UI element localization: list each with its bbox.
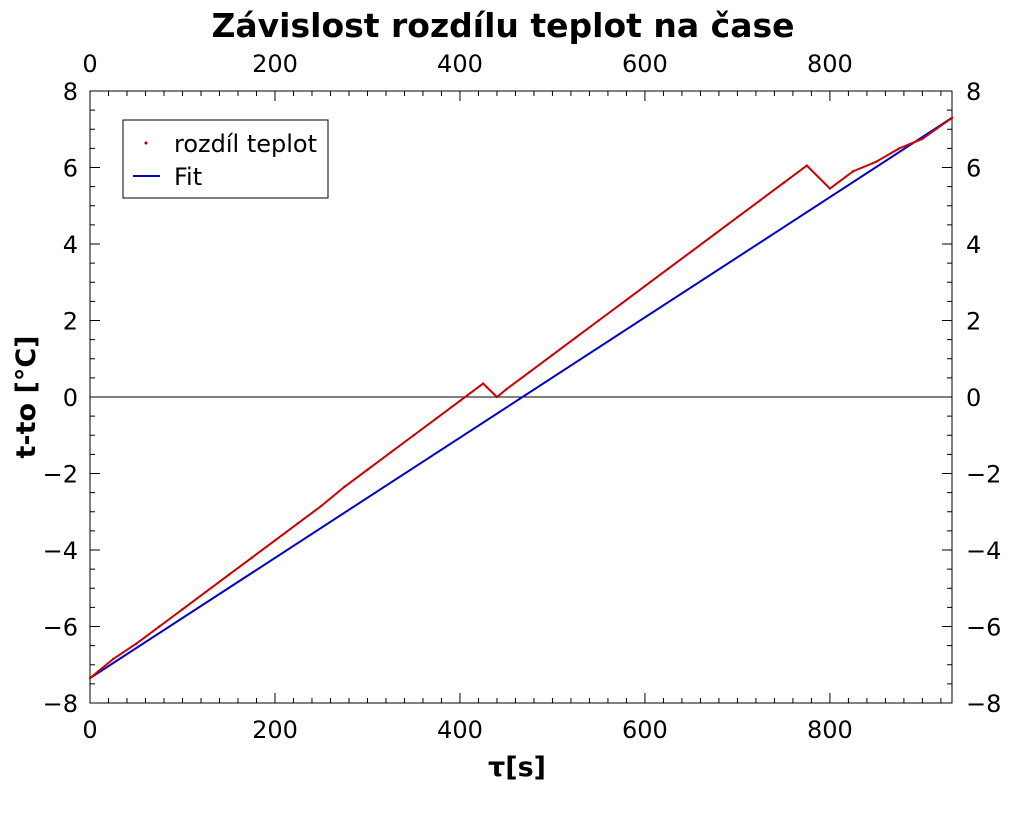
y-tick-label: 6	[63, 155, 78, 183]
y-right-tick-label: −4	[966, 537, 1001, 565]
y-tick-label: 4	[63, 231, 78, 259]
data-point	[851, 170, 855, 173]
series-layer	[88, 116, 954, 680]
y-right-tick-label: −6	[966, 614, 1001, 642]
data-point	[597, 319, 600, 322]
data-point	[227, 573, 230, 577]
data-point	[296, 522, 300, 525]
data-point	[389, 451, 392, 454]
y-tick-label: −8	[43, 690, 78, 718]
y-tick-label: 2	[63, 308, 78, 336]
x-top-tick-label: 400	[437, 50, 483, 78]
data-point	[481, 382, 485, 385]
data-point	[181, 608, 184, 611]
data-point	[158, 625, 161, 628]
y-right-tick-label: 2	[966, 308, 981, 336]
data-point	[366, 468, 369, 471]
data-point	[828, 187, 832, 190]
data-point	[273, 539, 277, 542]
data-point	[689, 250, 693, 253]
y-tick-label: 8	[63, 78, 78, 106]
x-tick-label: 200	[252, 716, 298, 744]
data-point	[111, 657, 115, 661]
y-right-tick-label: 6	[966, 155, 981, 183]
data-point	[921, 137, 924, 141]
data-point	[713, 233, 716, 236]
data-point	[343, 485, 346, 489]
data-point	[551, 353, 554, 357]
legend-label-rozdil-teplot: rozdíl teplot	[174, 130, 317, 158]
legend-box	[122, 119, 329, 199]
series-line-fit	[89, 116, 953, 679]
data-point	[950, 116, 954, 119]
y-right-tick-label: 4	[966, 231, 981, 259]
data-point	[643, 284, 647, 288]
y-right-tick-label: 8	[966, 78, 981, 106]
data-point	[458, 399, 462, 403]
data-point	[574, 336, 577, 339]
data-point	[874, 160, 878, 163]
data-point	[666, 267, 670, 271]
data-point	[88, 676, 92, 680]
data-point	[528, 370, 531, 374]
data-point	[320, 504, 323, 508]
data-point	[805, 164, 808, 167]
y-right-tick-label: −8	[966, 690, 1001, 718]
y-right-tick-label: 0	[966, 384, 981, 412]
data-point	[736, 216, 739, 219]
data-point	[495, 395, 499, 399]
y-tick-label: 0	[63, 384, 78, 412]
data-point	[435, 416, 439, 420]
x-axis-label: τ[s]	[488, 752, 546, 783]
y-tick-label: −2	[43, 461, 78, 489]
x-tick-label: 600	[622, 716, 668, 744]
x-tick-label: 0	[82, 716, 97, 744]
y-right-tick-label: −2	[966, 461, 1001, 489]
x-tick-label: 800	[807, 716, 853, 744]
data-point	[135, 642, 138, 645]
x-top-tick-label: 800	[807, 50, 853, 78]
y-axis-label: t-to [°C]	[11, 336, 42, 459]
data-point	[759, 198, 762, 202]
legend-label-fit: Fit	[174, 163, 202, 191]
y-tick-label: −6	[43, 614, 78, 642]
legend-marker-rozdil-teplot	[144, 141, 148, 145]
chart-title: Závislost rozdílu teplot na čase	[211, 6, 794, 45]
data-point	[505, 388, 508, 391]
x-tick-label: 400	[437, 716, 483, 744]
x-top-tick-label: 200	[252, 50, 298, 78]
data-point	[204, 590, 207, 594]
data-point	[250, 556, 254, 559]
legend: rozdíl teplot Fit	[122, 119, 329, 199]
y-tick-label: −4	[43, 537, 78, 565]
x-top-tick-label: 600	[622, 50, 668, 78]
data-point	[782, 181, 785, 184]
data-point	[620, 302, 624, 305]
data-point	[412, 434, 415, 437]
data-point	[898, 147, 901, 150]
x-top-tick-label: 0	[82, 50, 97, 78]
